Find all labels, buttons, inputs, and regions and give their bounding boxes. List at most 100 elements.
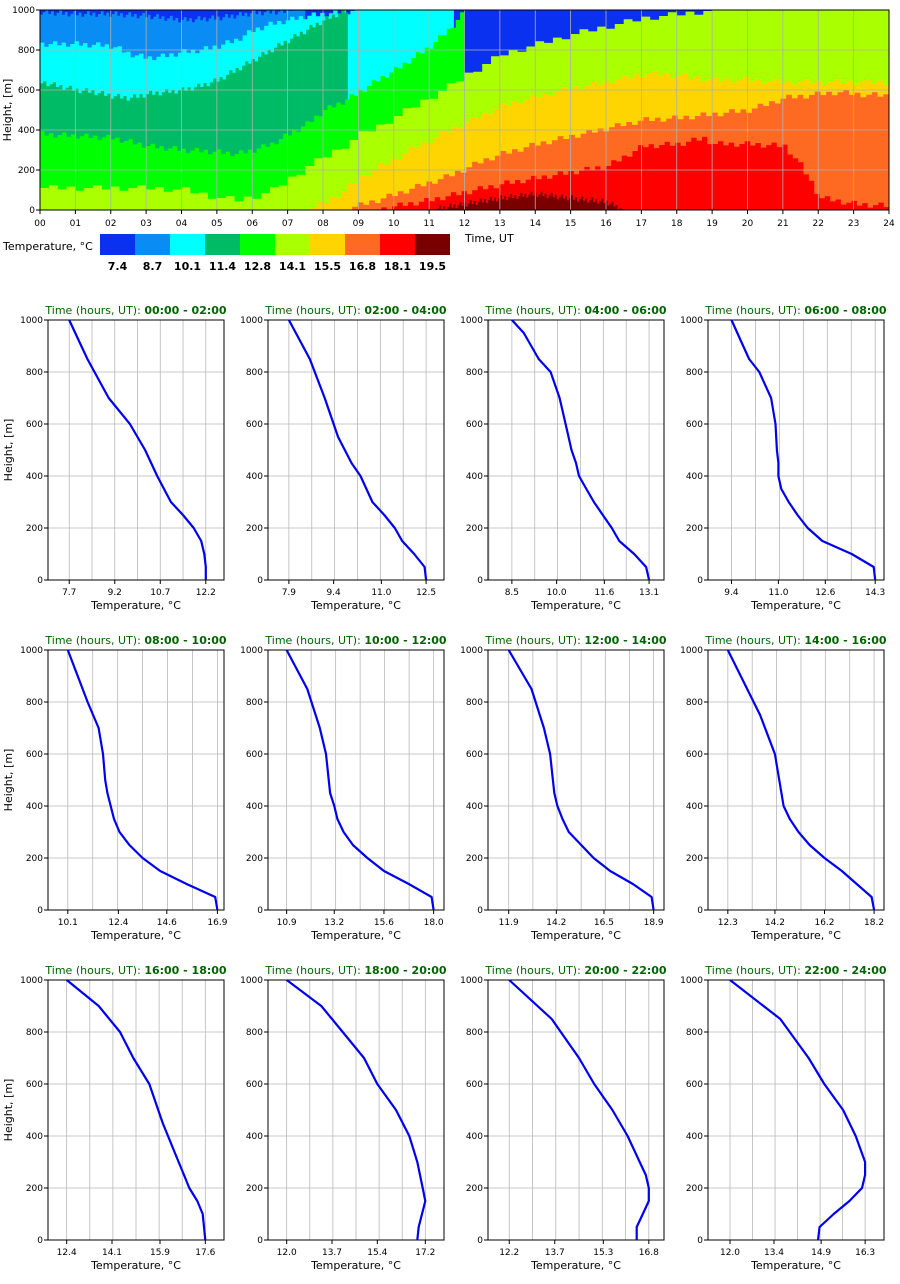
profile-title-prefix: Time (hours, UT): [44,304,144,317]
profile-y-tick-label: 600 [686,420,703,430]
profile-frame [487,319,665,581]
profile-chart: Time (hours, UT): 18:00 - 20:00 12.0 13.7 1… [240,964,447,1272]
profile-x-tick-label: 14.3 [865,588,885,598]
profile-charts: Time (hours, UT): 00:00 - 02:00 7.7 9.2 10.… [2,304,887,1272]
profile-grid [708,979,884,1241]
profile-title-range: 22:00 - 24:00 [804,964,887,977]
profile-grid [268,649,444,911]
profile-series-line [66,649,219,911]
heatmap-x-tick-label: 18 [671,219,683,229]
heatmap-x-tick-label: 17 [636,219,647,229]
profile-x-tick-label: 16.3 [855,1248,875,1258]
heatmap-y-tick-label: 0 [29,206,35,216]
heatmap-y-tick-label: 200 [18,166,35,176]
profile-y-tick-label: 0 [257,906,263,916]
heatmap-x-tick-label: 06 [247,219,259,229]
heatmap-x-tick-label: 07 [282,219,293,229]
profile-x-tick-label: 8.5 [505,588,519,598]
profile-y-tick-label: 1000 [680,646,703,656]
profile-y-tick-label: 600 [466,1080,483,1090]
legend-value: 8.7 [143,260,163,273]
profile-series-line [508,979,650,1240]
profile-title: Time (hours, UT): 12:00 - 14:00 [484,634,667,647]
heatmap-x-tick-label: 09 [353,219,365,229]
profile-y-tick-label: 400 [466,472,483,482]
profile-title-prefix: Time (hours, UT): [44,964,144,977]
profile-title: Time (hours, UT): 22:00 - 24:00 [704,964,887,977]
profile-series-line [730,319,877,581]
profile-y-tick-label: 600 [26,420,43,430]
profile-y-tick-label: 200 [466,524,483,534]
profile-y-tick-label: 200 [686,524,703,534]
profile-y-tick-label: 0 [697,1236,703,1246]
profile-title-range: 08:00 - 10:00 [144,634,227,647]
profile-y-tick-label: 400 [246,802,263,812]
profile-y-tick-label: 0 [477,1236,483,1246]
profile-title-range: 12:00 - 14:00 [584,634,667,647]
profile-y-tick-label: 1000 [460,646,483,656]
profile-y-tick-label: 600 [26,1080,43,1090]
profile-y-tick-label: 200 [246,1184,263,1194]
profile-y-tick-label: 800 [466,1028,483,1038]
profile-series-line [66,979,207,1241]
temperature-legend: Temperature, °C 7.4 8.7 10.1 11.4 12.8 14.1 15.… [2,234,450,273]
profile-series-line [511,319,651,581]
profile-x-axis-label: Temperature, °C [310,599,401,612]
heatmap-x-tick-label: 01 [70,219,81,229]
profile-y-tick-label: 1000 [460,976,483,986]
profile-y-tick-label: 800 [686,368,703,378]
profile-y-tick-label: 600 [466,420,483,430]
legend-value: 10.1 [174,260,201,273]
profile-y-tick-label: 600 [466,750,483,760]
profile-x-tick-label: 9.2 [108,588,122,598]
profile-x-tick-label: 15.3 [593,1248,613,1258]
profile-x-axis-label: Temperature, °C [750,599,841,612]
profile-title-prefix: Time (hours, UT): [44,634,144,647]
profile-x-tick-label: 15.4 [367,1248,387,1258]
profile-series-line [726,649,876,911]
profile-frame [487,649,665,911]
profile-x-tick-label: 7.9 [282,588,297,598]
profile-grid [268,319,444,581]
profile-frame [47,319,225,581]
profile-series-line [507,649,655,911]
heatmap-y-tick-label: 600 [18,86,35,96]
profile-x-tick-label: 10.0 [547,588,567,598]
heatmap-x-tick-label: 02 [105,219,116,229]
legend-title: Temperature, °C [2,240,93,253]
legend-value: 11.4 [209,260,236,273]
profile-frame [267,319,445,581]
legend-value: 14.1 [279,260,306,273]
profile-x-tick-label: 10.1 [58,918,78,928]
profile-x-tick-label: 12.4 [57,1248,77,1258]
profile-y-tick-label: 800 [466,368,483,378]
profile-y-tick-label: 800 [246,1028,263,1038]
profile-y-tick-label: 400 [686,1132,703,1142]
profile-x-tick-label: 14.2 [546,918,566,928]
profile-series-line [285,649,435,911]
heatmap-band-8 [376,136,889,210]
profile-y-tick-label: 800 [466,698,483,708]
profile-y-tick-label: 400 [686,802,703,812]
profile-y-tick-label: 200 [686,1184,703,1194]
profile-y-tick-label: 800 [246,698,263,708]
profile-y-tick-label: 400 [26,1132,43,1142]
profile-y-tick-label: 200 [246,854,263,864]
profile-title-range: 20:00 - 22:00 [584,964,667,977]
heatmap-x-tick-label: 16 [600,219,612,229]
profile-y-tick-label: 600 [686,750,703,760]
profile-title-range: 14:00 - 16:00 [804,634,887,647]
profile-chart: Time (hours, UT): 20:00 - 22:00 12.2 13.7 1… [460,964,667,1272]
profile-x-tick-label: 14.2 [765,918,785,928]
profile-title-prefix: Time (hours, UT): [484,964,584,977]
profile-y-tick-label: 800 [26,368,43,378]
heatmap-x-tick-label: 04 [176,219,188,229]
profile-title: Time (hours, UT): 18:00 - 20:00 [264,964,447,977]
heatmap-x-tick-label: 24 [883,219,895,229]
profile-y-tick-label: 1000 [240,316,263,326]
heatmap-x-tick-label: 20 [742,219,754,229]
legend-swatch [100,234,135,255]
heatmap-x-axis-label: Time, UT [464,232,514,245]
heatmap-x-tick-label: 05 [211,219,222,229]
